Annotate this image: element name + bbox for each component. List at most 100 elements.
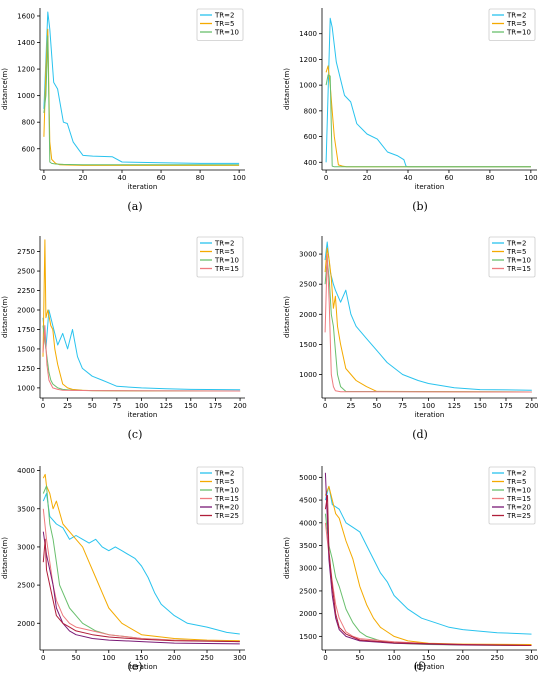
legend-label: TR=15 [506, 495, 531, 503]
x-tick-label: 0 [323, 654, 327, 662]
y-tick-label: 600 [22, 145, 35, 153]
y-tick-label: 1200 [17, 66, 35, 74]
x-axis-label: iteration [128, 663, 158, 671]
x-tick-label: 125 [159, 402, 172, 410]
y-axis-label: distance(m) [283, 537, 291, 579]
x-tick-label: 50 [355, 654, 364, 662]
x-tick-label: 0 [323, 402, 327, 410]
x-tick-label: 50 [88, 402, 97, 410]
legend-label: TR=2 [506, 12, 526, 20]
y-tick-label: 600 [304, 133, 317, 141]
x-tick-label: 300 [233, 654, 246, 662]
legend-label: TR=15 [214, 265, 239, 273]
x-tick-label: 20 [363, 174, 372, 182]
y-tick-label: 1500 [299, 341, 317, 349]
y-axis-label: distance(m) [1, 537, 9, 579]
y-tick-label: 2500 [299, 587, 317, 595]
x-axis-label: iteration [128, 183, 158, 191]
legend-label: TR=2 [214, 470, 234, 478]
x-tick-label: 75 [398, 402, 407, 410]
y-tick-label: 1400 [17, 39, 35, 47]
x-tick-label: 100 [387, 654, 400, 662]
x-tick-label: 150 [422, 654, 435, 662]
y-tick-label: 2000 [17, 306, 35, 314]
x-tick-label: 50 [372, 402, 381, 410]
x-tick-label: 25 [346, 402, 355, 410]
x-tick-label: 60 [157, 174, 166, 182]
y-tick-label: 3000 [17, 543, 35, 551]
legend-label: TR=10 [214, 487, 239, 495]
x-tick-label: 60 [444, 174, 453, 182]
series-line-tr-25 [42, 538, 240, 643]
x-tick-label: 200 [233, 402, 246, 410]
series-line-tr-2 [324, 241, 532, 391]
legend-box [196, 236, 244, 278]
y-tick-label: 3500 [299, 542, 317, 550]
series-line-tr-5 [324, 485, 532, 645]
x-tick-label: 200 [456, 654, 469, 662]
y-tick-label: 400 [304, 159, 317, 167]
y-tick-label: 1500 [299, 633, 317, 641]
legend-label: TR=20 [214, 504, 239, 512]
chart-panel-c: 0 25 50 75 100 125 150 175 200 1000 1250 1500 1750 20… [1, 236, 247, 441]
y-tick-label: 1000 [299, 371, 317, 379]
x-tick-label: 200 [168, 654, 181, 662]
y-tick-label: 800 [22, 119, 35, 127]
legend-label: TR=25 [214, 512, 239, 520]
legend-label: TR=10 [506, 487, 531, 495]
legend-label: TR=15 [506, 265, 531, 273]
series-line-tr-15 [42, 508, 240, 643]
panel-caption: (b) [412, 200, 428, 213]
x-tick-label: 150 [135, 654, 148, 662]
y-tick-label: 5000 [299, 474, 317, 482]
x-tick-label: 75 [112, 402, 121, 410]
series-line-tr-10 [325, 74, 531, 168]
x-axis-label: iteration [415, 183, 445, 191]
legend-label: TR=2 [214, 240, 234, 248]
y-tick-label: 800 [304, 107, 317, 115]
y-tick-label: 4500 [299, 497, 317, 505]
x-tick-label: 0 [324, 174, 328, 182]
series-line-tr-10 [324, 513, 532, 646]
y-tick-label: 1500 [17, 345, 35, 353]
legend-label: TR=5 [214, 478, 234, 486]
series-line-tr-15 [324, 253, 532, 393]
chart-panel-b: 0 20 40 60 80 100 400 600 800 1000 1200 1400 iterati… [283, 8, 538, 213]
x-tick-label: 250 [200, 654, 213, 662]
chart-panel-e: 0 50 100 150 200 250 300 2000 2500 3000 3500 4000 it… [1, 466, 246, 673]
x-axis-label: iteration [415, 411, 445, 419]
legend-label: TR=25 [506, 512, 531, 520]
series-line-tr-5 [43, 28, 240, 166]
x-tick-label: 40 [404, 174, 413, 182]
y-tick-label: 1750 [17, 326, 35, 334]
y-axis-label: distance(m) [1, 296, 9, 338]
y-tick-label: 2500 [299, 281, 317, 289]
x-tick-label: 150 [184, 402, 197, 410]
x-tick-label: 100 [135, 402, 148, 410]
series-line-tr-25 [324, 495, 532, 646]
panel-caption: (e) [127, 660, 142, 673]
series-line-tr-10 [42, 325, 241, 392]
legend-label: TR=15 [214, 495, 239, 503]
legend-box [488, 236, 536, 278]
x-tick-label: 175 [499, 402, 512, 410]
legend-label: TR=2 [506, 470, 526, 478]
legend-label: TR=10 [506, 257, 531, 265]
panel-caption: (f) [414, 660, 427, 673]
x-tick-label: 100 [232, 174, 245, 182]
y-axis-label: distance(m) [283, 68, 291, 110]
legend-label: TR=20 [506, 504, 531, 512]
series-line-tr-5 [324, 247, 532, 393]
panel-caption: (d) [412, 428, 428, 441]
y-tick-label: 2500 [17, 582, 35, 590]
series-line-tr-2 [324, 485, 532, 635]
y-tick-label: 2500 [17, 268, 35, 276]
x-tick-label: 250 [490, 654, 503, 662]
y-tick-label: 3500 [17, 505, 35, 513]
panel-caption: (a) [127, 200, 142, 213]
chart-panel-a: 0 20 40 60 80 100 600 800 1000 1200 1400 1600 iterat… [1, 8, 246, 213]
legend-label: TR=10 [214, 29, 239, 37]
y-axis-label: distance(m) [1, 68, 9, 110]
legend-label: TR=2 [506, 240, 526, 248]
chart-panel-d: 0 25 50 75 100 125 150 175 200 1000 1500 2000 2500 30… [283, 236, 539, 441]
